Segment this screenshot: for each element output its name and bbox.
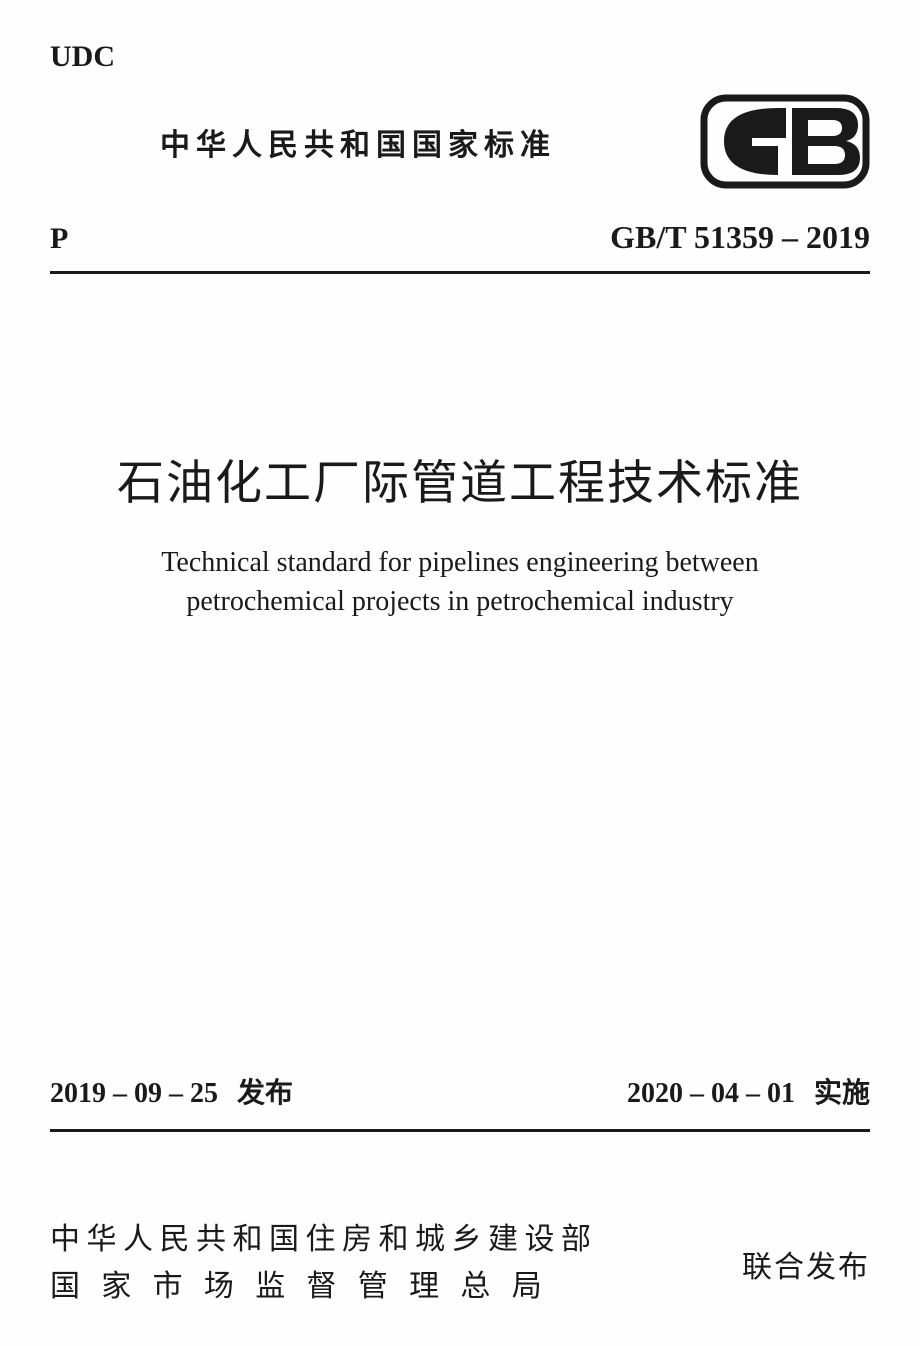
dates-row: 2019 – 09 – 25 发布 2020 – 04 – 01 实施 <box>50 1071 870 1132</box>
publishers-block: 中华人民共和国住房和城乡建设部 国家市场监督管理总局 <box>50 1217 598 1310</box>
p-classification-label: P <box>50 222 68 256</box>
issue-label: 发布 <box>237 1078 293 1109</box>
publisher-line2: 国家市场监督管理总局 <box>50 1264 598 1311</box>
main-title-block: 石油化工厂际管道工程技术标准 Technical standard for pi… <box>50 444 870 621</box>
header-mid-row: 中华人民共和国国家标准 <box>50 94 870 189</box>
title-chinese: 石油化工厂际管道工程技术标准 <box>50 444 870 513</box>
header-top-row: UDC <box>50 40 870 74</box>
standard-number: GB/T 51359 – 2019 <box>610 219 870 256</box>
impl-date-block: 2020 – 04 – 01 实施 <box>627 1071 870 1111</box>
issue-date: 2019 – 09 – 25 <box>50 1078 218 1109</box>
joint-publish-label: 联合发布 <box>742 1242 870 1286</box>
footer-publishers: 中华人民共和国住房和城乡建设部 国家市场监督管理总局 联合发布 <box>50 1217 870 1310</box>
impl-label: 实施 <box>814 1078 870 1109</box>
title-english-line2: petrochemical projects in petrochemical … <box>50 582 870 621</box>
udc-label: UDC <box>50 40 115 74</box>
impl-date: 2020 – 04 – 01 <box>627 1078 795 1109</box>
title-english: Technical standard for pipelines enginee… <box>50 543 870 621</box>
gb-logo-icon <box>700 94 870 189</box>
national-standard-label: 中华人民共和国国家标准 <box>160 120 556 164</box>
header-bottom-row: P GB/T 51359 – 2019 <box>50 219 870 274</box>
publisher-line1: 中华人民共和国住房和城乡建设部 <box>50 1217 598 1264</box>
title-english-line1: Technical standard for pipelines enginee… <box>50 543 870 582</box>
issue-date-block: 2019 – 09 – 25 发布 <box>50 1071 293 1111</box>
